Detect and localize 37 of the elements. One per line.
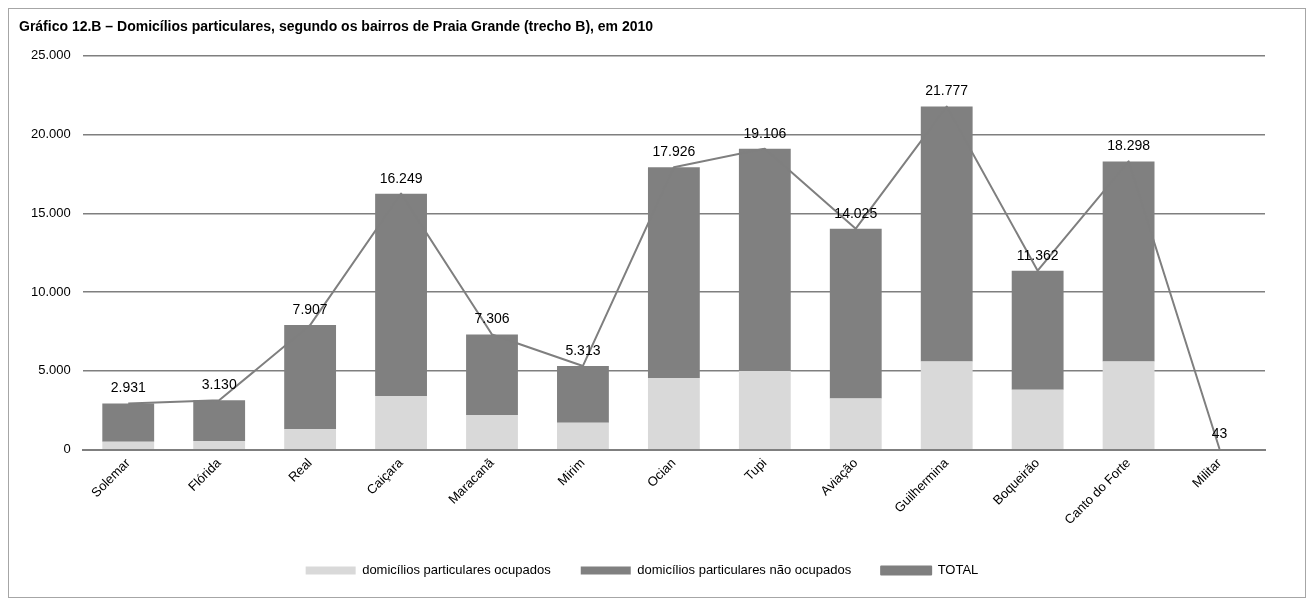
data-label: 3.130 [201, 376, 237, 393]
data-label: 14.025 [834, 204, 878, 221]
legend-label: domicílios particulares não ocupados [637, 562, 852, 578]
data-label: 7.907 [292, 300, 328, 317]
y-tick-label: 25.000 [31, 47, 71, 63]
bar [1102, 361, 1155, 449]
y-tick-label: 0 [63, 441, 71, 457]
bar [557, 422, 609, 449]
bar [193, 440, 246, 449]
data-label: 17.926 [652, 143, 696, 160]
bar [1011, 389, 1064, 449]
bar [466, 414, 518, 449]
data-label: 19.106 [743, 124, 787, 141]
x-tick-label: Tupi [741, 455, 770, 484]
bar [284, 429, 337, 449]
data-label: 43 [1211, 424, 1228, 441]
bar [829, 398, 882, 449]
data-label: 5.313 [565, 341, 601, 358]
legend-label: domicílios particulares ocupados [362, 562, 552, 578]
y-tick-label: 10.000 [31, 283, 71, 299]
bar [647, 377, 700, 449]
y-tick-label: 5.000 [38, 362, 71, 378]
data-label: 7.306 [474, 310, 510, 327]
data-label: 16.249 [379, 169, 423, 186]
y-tick-label: 15.000 [31, 204, 71, 220]
bar [738, 370, 791, 449]
chart-title: Gráfico 12.B – Domicílios particulares, segundo os bairros de Praia Grande (trecho B), em 2010 [19, 18, 654, 35]
data-label: 18.298 [1107, 137, 1151, 154]
data-label: 21.777 [925, 82, 969, 99]
bar [193, 400, 246, 441]
bar [375, 396, 427, 449]
bar [102, 441, 155, 449]
y-tick-label: 20.000 [31, 126, 71, 142]
bar [920, 361, 973, 449]
data-label: 2.931 [110, 379, 146, 396]
legend-label: TOTAL [937, 562, 979, 578]
data-label: 11.362 [1016, 246, 1059, 263]
